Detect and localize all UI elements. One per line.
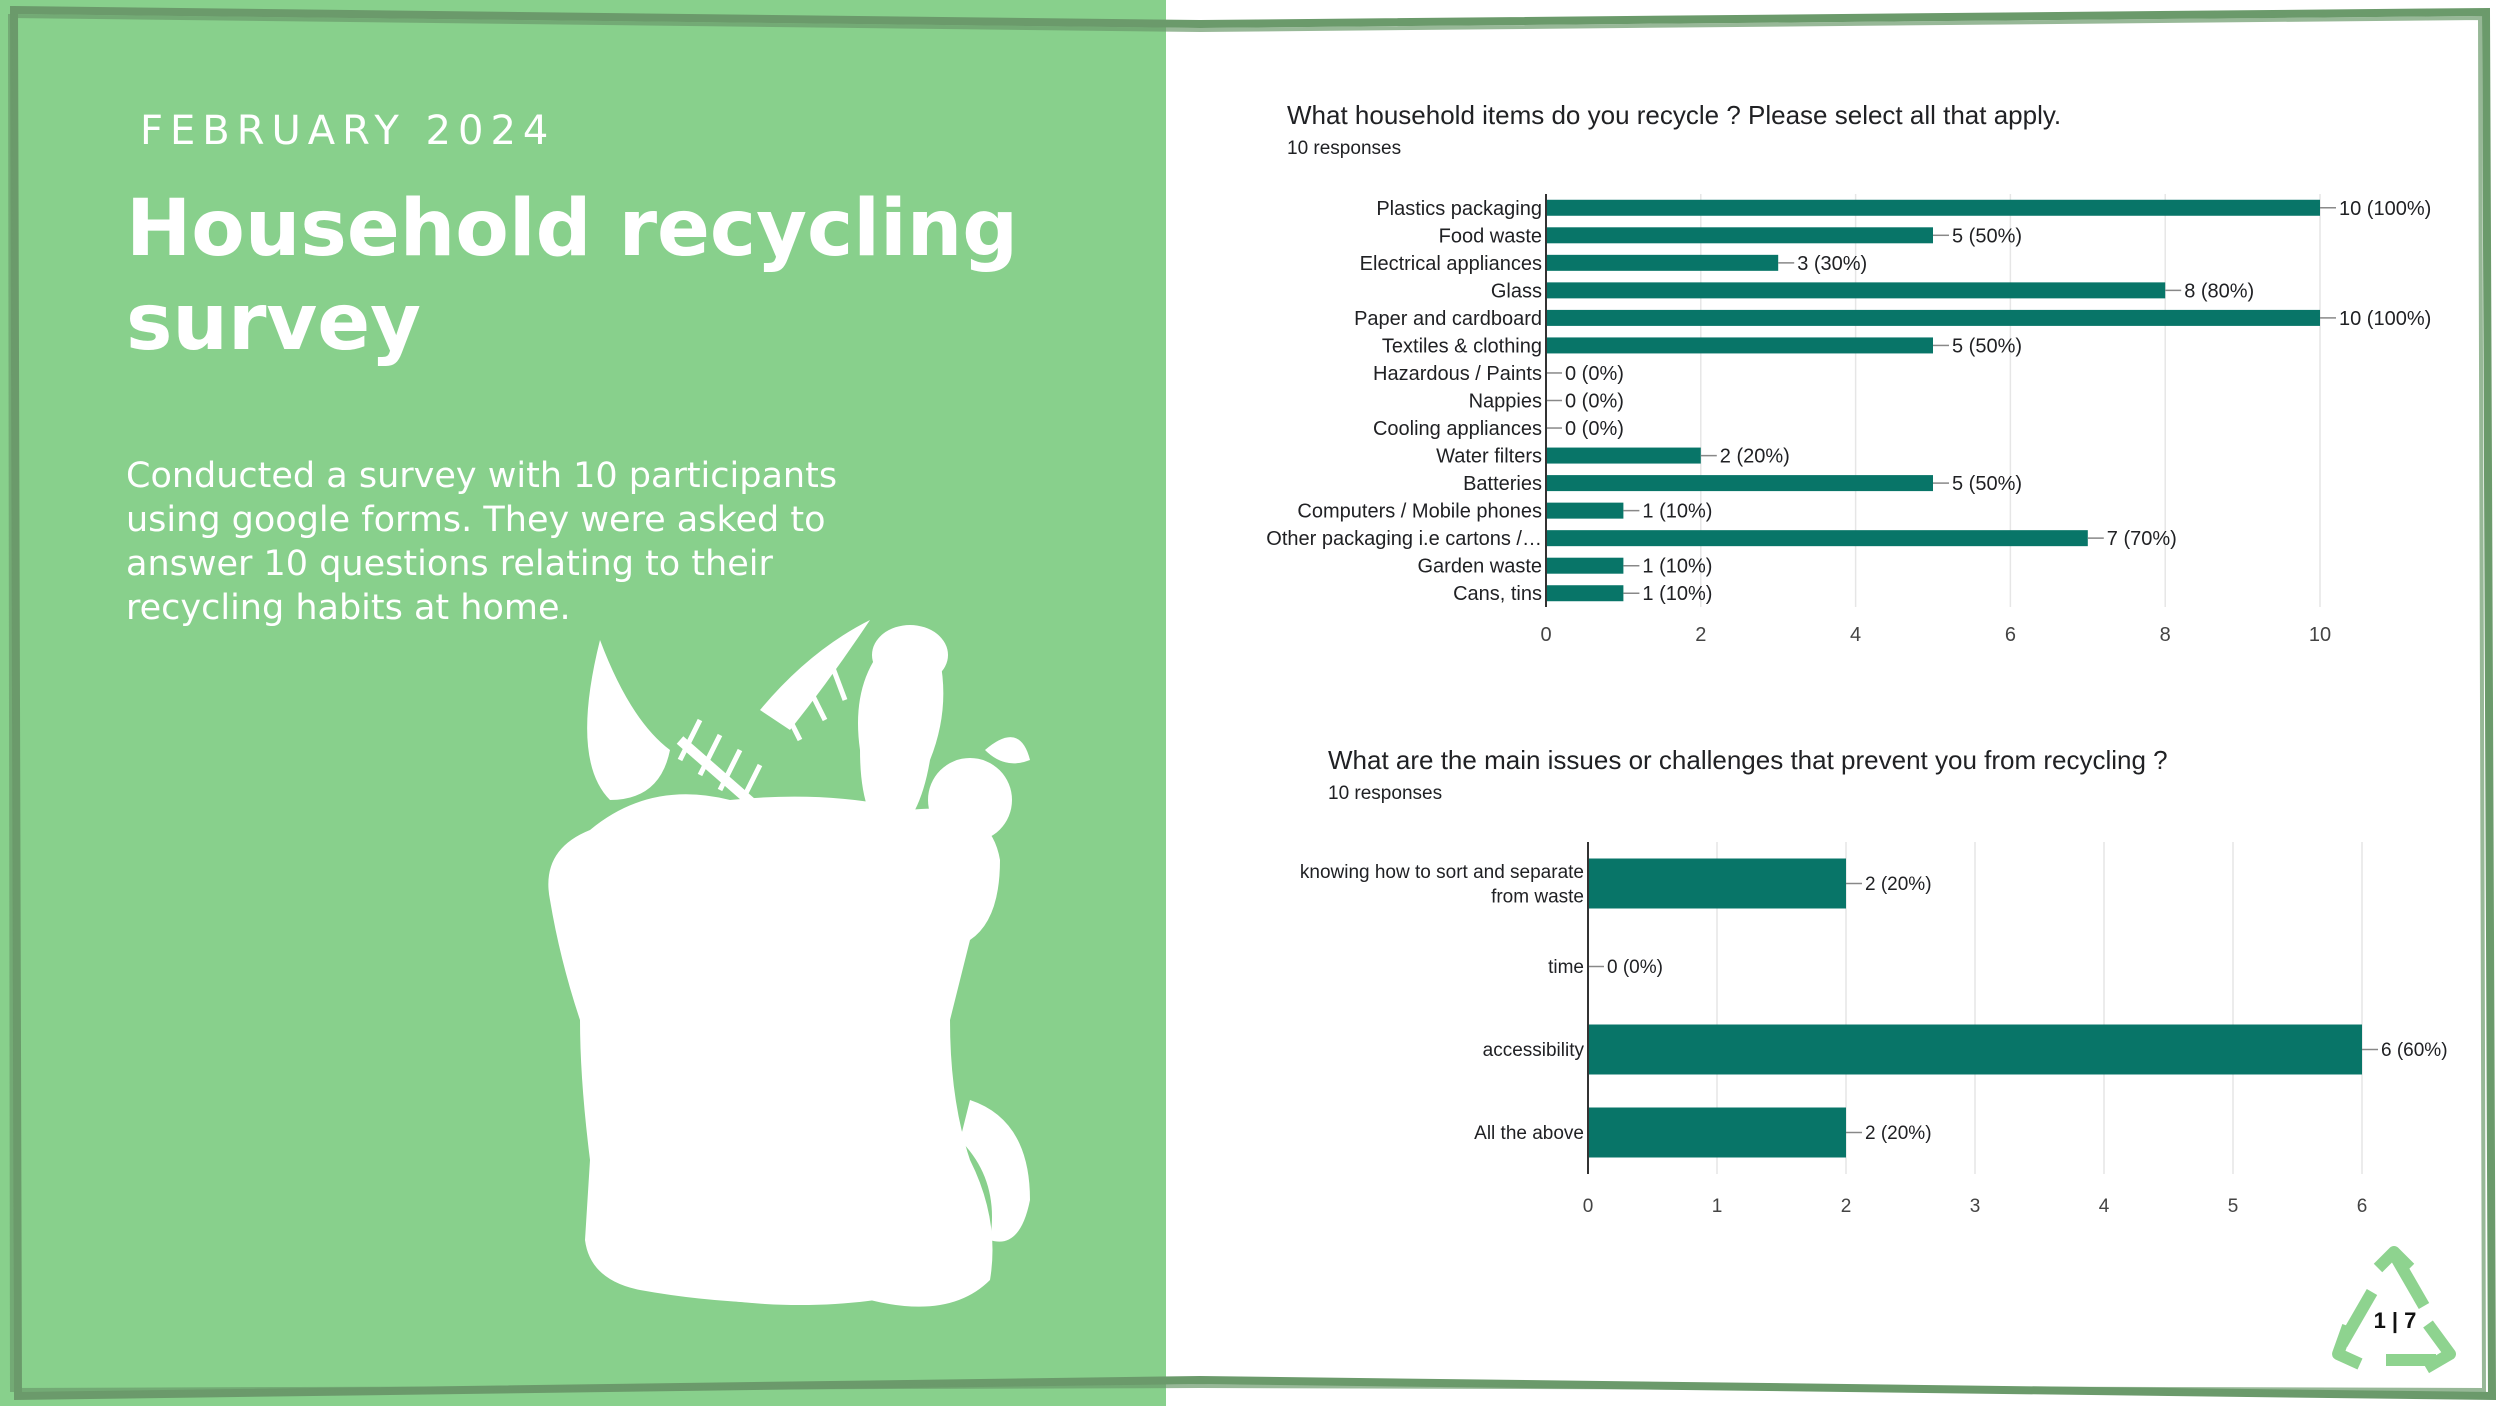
x-tick-label: 0	[1540, 624, 1551, 646]
data-label: 0 (0%)	[1565, 418, 1624, 440]
data-label: 5 (50%)	[1952, 473, 2022, 495]
category-label: Garden waste	[1417, 556, 1542, 578]
chart-recycling-challenges: 0 1 2 3 4 5 6 2 (20%) knowing how to sort and se…	[1300, 842, 2448, 1217]
bar	[1546, 254, 1779, 271]
x-tick-label: 4	[1850, 624, 1861, 646]
bar	[1588, 1107, 1846, 1158]
category-label: Food waste	[1439, 225, 1542, 247]
category-label: All the above	[1474, 1123, 1584, 1144]
category-label: Nappies	[1469, 391, 1542, 413]
bar	[1546, 282, 2166, 299]
data-label: 3 (30%)	[1797, 253, 1867, 275]
category-label: Batteries	[1463, 473, 1542, 495]
slide-title: Household recycling survey	[126, 184, 1019, 368]
x-tick-label: 6	[2357, 1196, 2368, 1217]
category-label: accessibility	[1483, 1040, 1585, 1061]
category-label: Computers / Mobile phones	[1297, 501, 1542, 523]
x-tick-label: 2	[1841, 1196, 1852, 1217]
category-label: Textiles & clothing	[1382, 335, 1542, 357]
x-tick-label: 1	[1712, 1196, 1723, 1217]
x-tick-label: 5	[2228, 1196, 2239, 1217]
chart2-subtitle: 10 responses	[1328, 783, 1443, 804]
category-label: Water filters	[1436, 446, 1542, 468]
data-label: 0 (0%)	[1565, 391, 1624, 413]
data-label: 2 (20%)	[1720, 446, 1790, 468]
recycling-bag-icon	[548, 620, 1030, 1307]
data-label: 7 (70%)	[2107, 528, 2177, 550]
data-label: 10 (100%)	[2339, 308, 2431, 330]
chart2-title: What are the main issues or challenges t…	[1328, 745, 2168, 775]
page-number: 1 | 7	[2373, 1308, 2417, 1333]
chart1-title: What household items do you recycle ? Pl…	[1287, 100, 2062, 130]
category-label: Paper and cardboard	[1354, 308, 1542, 330]
data-label: 5 (50%)	[1952, 225, 2022, 247]
category-label: Other packaging i.e cartons /…	[1266, 528, 1542, 550]
data-label: 2 (20%)	[1865, 874, 1932, 895]
chart-items-recycled: 0 2 4 6 8 10 10 (100%) Plastics packaging 5 (50%…	[1266, 194, 2431, 646]
date-label: FEBRUARY 2024	[140, 108, 556, 154]
data-label: 1 (10%)	[1642, 501, 1712, 523]
category-label: Electrical appliances	[1360, 253, 1542, 275]
data-label: 8 (80%)	[2184, 280, 2254, 302]
bar	[1588, 858, 1846, 909]
x-tick-label: 0	[1583, 1196, 1594, 1217]
bar	[1546, 199, 2320, 216]
data-label: 6 (60%)	[2381, 1040, 2448, 1061]
bar	[1546, 475, 1933, 492]
category-label: from waste	[1491, 887, 1584, 908]
chart1-subtitle: 10 responses	[1287, 138, 1402, 159]
bar	[1546, 227, 1933, 244]
x-tick-label: 6	[2005, 624, 2016, 646]
category-label: Hazardous / Paints	[1373, 363, 1542, 385]
bar	[1546, 447, 1701, 464]
category-label: Cooling appliances	[1373, 418, 1542, 440]
bar	[1546, 530, 2088, 547]
bar	[1546, 337, 1933, 354]
bar	[1588, 1024, 2362, 1075]
category-label: Glass	[1491, 280, 1542, 302]
bar	[1546, 557, 1624, 574]
bar	[1546, 309, 2320, 326]
data-label: 1 (10%)	[1642, 556, 1712, 578]
category-label: knowing how to sort and separate	[1300, 862, 1584, 883]
data-label: 2 (20%)	[1865, 1123, 1932, 1144]
bar	[1546, 585, 1624, 602]
data-label: 5 (50%)	[1952, 335, 2022, 357]
x-tick-label: 10	[2309, 624, 2331, 646]
data-label: 0 (0%)	[1565, 363, 1624, 385]
category-label: Cans, tins	[1453, 583, 1542, 605]
x-tick-label: 2	[1695, 624, 1706, 646]
data-label: 10 (100%)	[2339, 198, 2431, 220]
data-label: 0 (0%)	[1607, 957, 1663, 978]
category-label: Plastics packaging	[1376, 198, 1542, 220]
x-tick-label: 4	[2099, 1196, 2110, 1217]
x-tick-label: 8	[2160, 624, 2171, 646]
category-label: time	[1548, 957, 1584, 978]
bar	[1546, 502, 1624, 519]
x-tick-label: 3	[1970, 1196, 1981, 1217]
data-label: 1 (10%)	[1642, 583, 1712, 605]
